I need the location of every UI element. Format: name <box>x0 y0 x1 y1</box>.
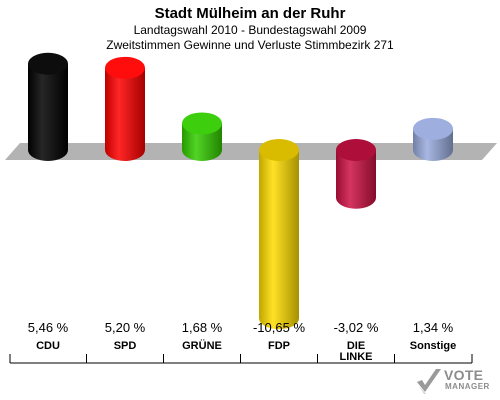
value-label: 1,68 % <box>182 320 223 335</box>
vote-manager-logo: VOTE MANAGER <box>414 366 492 396</box>
chart-header: Stadt Mülheim an der Ruhr Landtagswahl 2… <box>0 5 500 53</box>
chart-title: Stadt Mülheim an der Ruhr <box>154 5 346 22</box>
bar-fdp <box>259 139 299 330</box>
value-labels-group: 5,46 % 5,20 % 1,68 % -10,65 % -3,02 % 1,34 % <box>28 320 454 335</box>
value-label: -10,65 % <box>253 320 305 335</box>
logo-line2: MANAGER <box>445 382 490 391</box>
category-label: GRÜNE <box>182 339 222 352</box>
category-label: FDP <box>268 340 290 352</box>
category-label: CDU <box>36 340 60 352</box>
value-label: -3,02 % <box>334 320 379 335</box>
bar-grüne <box>182 112 222 161</box>
category-label: SPD <box>114 340 137 352</box>
checkmark-icon <box>417 369 441 394</box>
category-label: DIE <box>347 340 365 352</box>
bar-die-linke <box>336 139 376 209</box>
bar-spd <box>105 56 145 161</box>
value-label: 1,34 % <box>413 320 454 335</box>
bar-sonstige <box>413 117 453 161</box>
logo-line1: VOTE <box>444 367 484 383</box>
bars-group <box>28 52 453 330</box>
bar-cdu <box>28 52 68 161</box>
category-label: LINKE <box>340 351 373 363</box>
category-label: Sonstige <box>410 340 456 352</box>
chart-subtitle: Landtagswahl 2010 - Bundestagswahl 2009 <box>133 23 367 37</box>
chart-subtitle-2: Zweitstimmen Gewinne und Verluste Stimmb… <box>106 38 394 52</box>
value-label: 5,20 % <box>105 320 146 335</box>
value-label: 5,46 % <box>28 320 69 335</box>
